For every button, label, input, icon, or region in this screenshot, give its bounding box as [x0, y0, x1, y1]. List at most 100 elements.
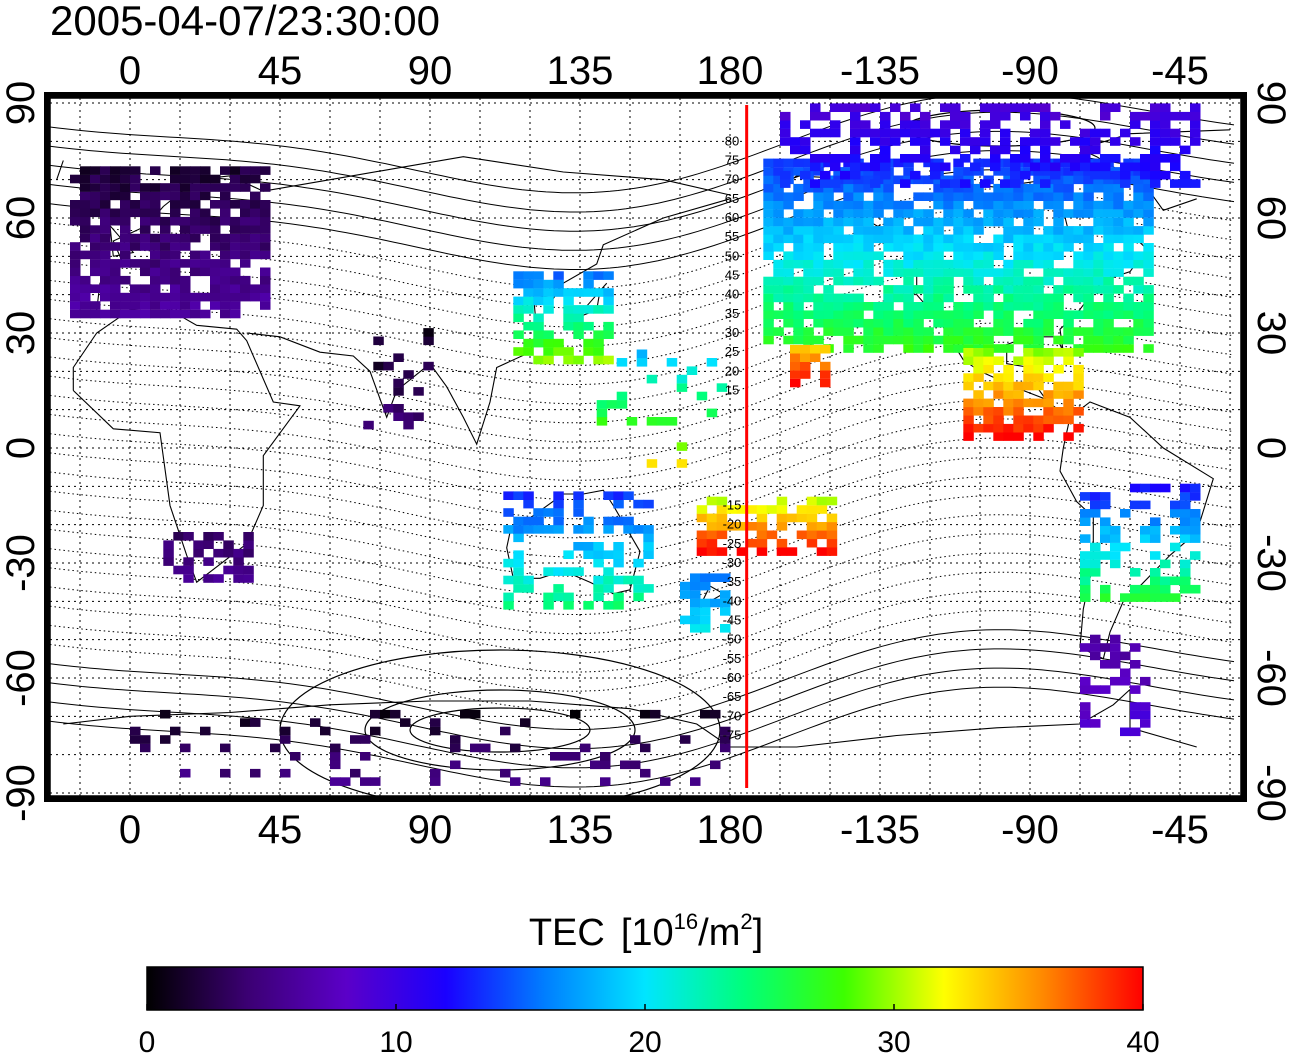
tec-pixel — [700, 709, 711, 719]
tec-pixel — [863, 167, 874, 176]
tec-pixel — [1023, 226, 1034, 235]
tec-pixel — [393, 353, 404, 362]
tec-pixel — [1013, 407, 1024, 416]
tec-pixel — [833, 259, 844, 269]
tec-pixel — [1150, 145, 1161, 155]
tec-pixel — [873, 226, 884, 235]
tec-pixel — [1123, 344, 1134, 353]
tec-pixel — [1033, 310, 1044, 319]
lat-tick-right: -90 — [1249, 764, 1292, 822]
tec-pixel — [1080, 154, 1091, 163]
tec-pixel — [1133, 251, 1144, 260]
tec-pixel — [1093, 226, 1104, 235]
tec-pixel — [1090, 509, 1101, 518]
tec-pixel — [1093, 243, 1104, 252]
tec-pixel — [80, 275, 91, 285]
tec-pixel — [1063, 318, 1074, 328]
tec-pixel — [973, 423, 984, 433]
tec-pixel — [853, 209, 864, 218]
tec-pixel — [1113, 192, 1124, 201]
tec-pixel — [793, 310, 804, 319]
tec-pixel — [1040, 103, 1051, 112]
contour-label: 65 — [725, 191, 739, 206]
tec-pixel — [523, 288, 534, 297]
tec-pixel — [983, 302, 994, 311]
tec-pixel — [960, 111, 971, 121]
tec-pixel — [833, 327, 844, 336]
tec-pixel — [900, 111, 911, 121]
tec-pixel — [973, 183, 984, 193]
tec-pixel — [1090, 551, 1101, 560]
tec-pixel — [823, 158, 834, 168]
tec-pixel — [870, 128, 881, 138]
tec-pixel — [800, 145, 811, 155]
tec-pixel — [623, 516, 634, 526]
tec-pixel — [950, 145, 961, 155]
tec-pixel — [1043, 302, 1054, 311]
tec-pixel — [1100, 685, 1111, 694]
tec-pixel — [570, 709, 581, 719]
tec-pixel — [923, 234, 934, 244]
tec-pixel — [690, 607, 701, 616]
tec-pixel — [160, 259, 171, 268]
tec-pixel — [1013, 234, 1024, 244]
tec-pixel — [1190, 111, 1201, 121]
tec-pixel — [180, 225, 191, 234]
tec-pixel — [1143, 310, 1154, 319]
tec-pixel — [1023, 251, 1034, 260]
tec-pixel — [963, 423, 974, 433]
tec-pixel — [260, 250, 271, 260]
tec-pixel — [973, 285, 984, 294]
tec-pixel — [893, 335, 904, 345]
tec-pixel — [823, 200, 834, 210]
tec-pixel — [170, 267, 181, 277]
tec-pixel — [1000, 137, 1011, 146]
tec-pixel — [816, 496, 828, 506]
tec-pixel — [1073, 390, 1084, 399]
tec-pixel — [1033, 348, 1044, 357]
tec-pixel — [1180, 145, 1191, 155]
tec-pixel — [1063, 356, 1074, 365]
tec-pixel — [230, 200, 241, 209]
tec-pixel — [1083, 293, 1094, 303]
tec-pixel — [1033, 381, 1044, 391]
tec-pixel — [80, 292, 91, 302]
tec-pixel — [963, 407, 974, 416]
tec-pixel — [963, 243, 974, 252]
tec-pixel — [623, 525, 634, 534]
tec-pixel — [590, 760, 601, 770]
tec-pixel — [180, 191, 191, 201]
tec-pixel — [780, 137, 791, 146]
lon-tick-bottom: -90 — [1001, 808, 1059, 852]
tec-pixel — [630, 760, 641, 770]
tec-pixel — [170, 166, 181, 175]
tec-pixel — [813, 268, 824, 277]
tec-pixel — [1083, 200, 1094, 210]
tec-pixel — [80, 200, 91, 209]
tec-pixel — [310, 718, 321, 727]
tec-pixel — [850, 162, 861, 172]
tec-pixel — [110, 309, 121, 319]
tec-pixel — [873, 251, 884, 260]
tec-pixel — [160, 267, 171, 277]
tec-pixel — [1013, 285, 1024, 294]
tec-pixel — [1043, 183, 1054, 193]
tec-pixel — [1003, 318, 1014, 328]
tec-pixel — [140, 183, 151, 192]
tec-pixel — [813, 226, 824, 235]
tec-pixel — [953, 310, 964, 319]
tec-pixel — [280, 735, 291, 744]
tec-pixel — [1053, 390, 1064, 399]
tec-pixel — [563, 550, 574, 559]
tec-pixel — [923, 302, 934, 311]
tec-pixel — [830, 120, 841, 129]
tec-pixel — [1120, 676, 1131, 686]
tec-pixel — [1100, 643, 1111, 652]
tec-pixel — [110, 275, 121, 285]
tec-pixel — [720, 573, 731, 582]
tec-pixel — [150, 259, 161, 268]
tec-pixel — [983, 192, 994, 201]
tec-pixel — [603, 330, 614, 339]
tec-pixel — [190, 216, 201, 226]
contour-label: -25 — [723, 536, 742, 551]
